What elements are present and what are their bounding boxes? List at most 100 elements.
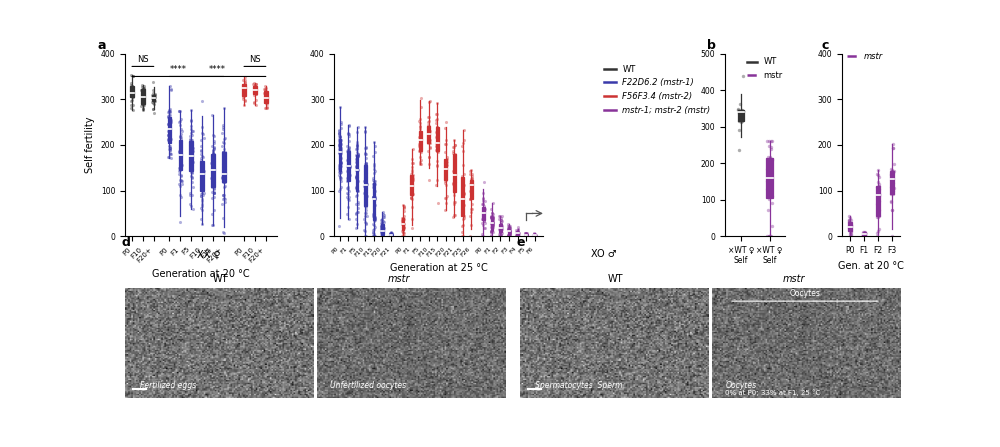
Point xyxy=(484,226,500,233)
Point xyxy=(216,139,232,146)
Point xyxy=(421,125,437,132)
Point xyxy=(356,177,372,185)
Point xyxy=(215,148,231,156)
Point xyxy=(185,159,201,166)
Point xyxy=(396,224,412,232)
Point xyxy=(194,220,210,228)
Point xyxy=(162,111,178,118)
Point xyxy=(475,196,491,203)
Point xyxy=(501,223,517,230)
Point xyxy=(763,138,779,145)
Point xyxy=(257,94,273,101)
Point xyxy=(384,232,400,240)
Point xyxy=(493,221,509,228)
Point xyxy=(340,130,356,137)
Point xyxy=(194,129,210,136)
Point xyxy=(374,220,390,227)
Point xyxy=(394,227,410,234)
Point xyxy=(348,166,364,173)
Point xyxy=(404,164,420,171)
Point xyxy=(246,100,262,107)
Point xyxy=(412,123,428,131)
Point xyxy=(422,143,438,151)
Point xyxy=(356,215,372,223)
Point xyxy=(194,200,210,207)
Point xyxy=(215,214,231,221)
Point xyxy=(236,89,252,96)
Point xyxy=(518,232,534,240)
Point xyxy=(510,230,526,237)
Point xyxy=(527,232,543,239)
Point xyxy=(871,193,887,200)
Point xyxy=(162,107,178,114)
Point xyxy=(413,135,429,142)
Bar xyxy=(482,207,485,220)
Point xyxy=(383,232,399,239)
Point xyxy=(492,225,508,232)
Point xyxy=(374,224,390,232)
Point xyxy=(349,165,365,172)
Point xyxy=(396,232,412,240)
Point xyxy=(358,155,374,162)
Point xyxy=(184,192,200,199)
Point xyxy=(146,110,162,117)
Point xyxy=(161,106,177,114)
Point xyxy=(428,120,444,127)
Point xyxy=(358,232,374,240)
Point xyxy=(509,228,525,236)
Point xyxy=(528,231,544,238)
Point xyxy=(857,230,873,237)
Point xyxy=(195,191,211,198)
Point xyxy=(173,125,189,132)
Point xyxy=(761,170,777,177)
Point xyxy=(429,163,445,170)
Point xyxy=(510,228,526,236)
Point xyxy=(216,172,232,179)
Point xyxy=(517,232,533,240)
Point xyxy=(500,225,516,232)
Point xyxy=(173,172,189,179)
Point xyxy=(217,182,233,189)
Point xyxy=(205,149,221,156)
Point xyxy=(193,142,209,149)
Point xyxy=(123,72,139,79)
Point xyxy=(429,115,445,122)
Point xyxy=(125,107,141,114)
Point xyxy=(405,191,421,198)
Point xyxy=(173,177,189,184)
Point xyxy=(173,193,189,200)
Point xyxy=(367,194,383,201)
Point xyxy=(341,163,357,170)
Point xyxy=(474,201,490,208)
Point xyxy=(500,232,516,240)
Point xyxy=(526,231,542,238)
Point xyxy=(413,157,429,164)
Point xyxy=(733,106,749,113)
Point xyxy=(412,148,428,155)
Point xyxy=(437,159,453,166)
Point xyxy=(205,176,221,183)
Point xyxy=(502,230,518,237)
Point xyxy=(367,181,383,188)
Point xyxy=(161,114,177,122)
Point xyxy=(886,160,902,168)
Point xyxy=(342,162,358,169)
Point xyxy=(339,174,355,181)
Point xyxy=(183,143,199,150)
Point xyxy=(374,230,390,237)
Point xyxy=(517,232,533,239)
Point xyxy=(340,183,356,190)
Point xyxy=(855,232,871,239)
Point xyxy=(464,190,480,197)
Point xyxy=(455,211,471,219)
Point xyxy=(383,231,399,238)
Point xyxy=(525,231,541,238)
Point xyxy=(339,143,355,150)
Point xyxy=(517,232,533,240)
Point xyxy=(160,154,176,161)
Point xyxy=(395,232,411,240)
Point xyxy=(494,230,510,237)
Point xyxy=(184,169,200,177)
Point xyxy=(144,92,160,99)
Point xyxy=(367,202,383,209)
